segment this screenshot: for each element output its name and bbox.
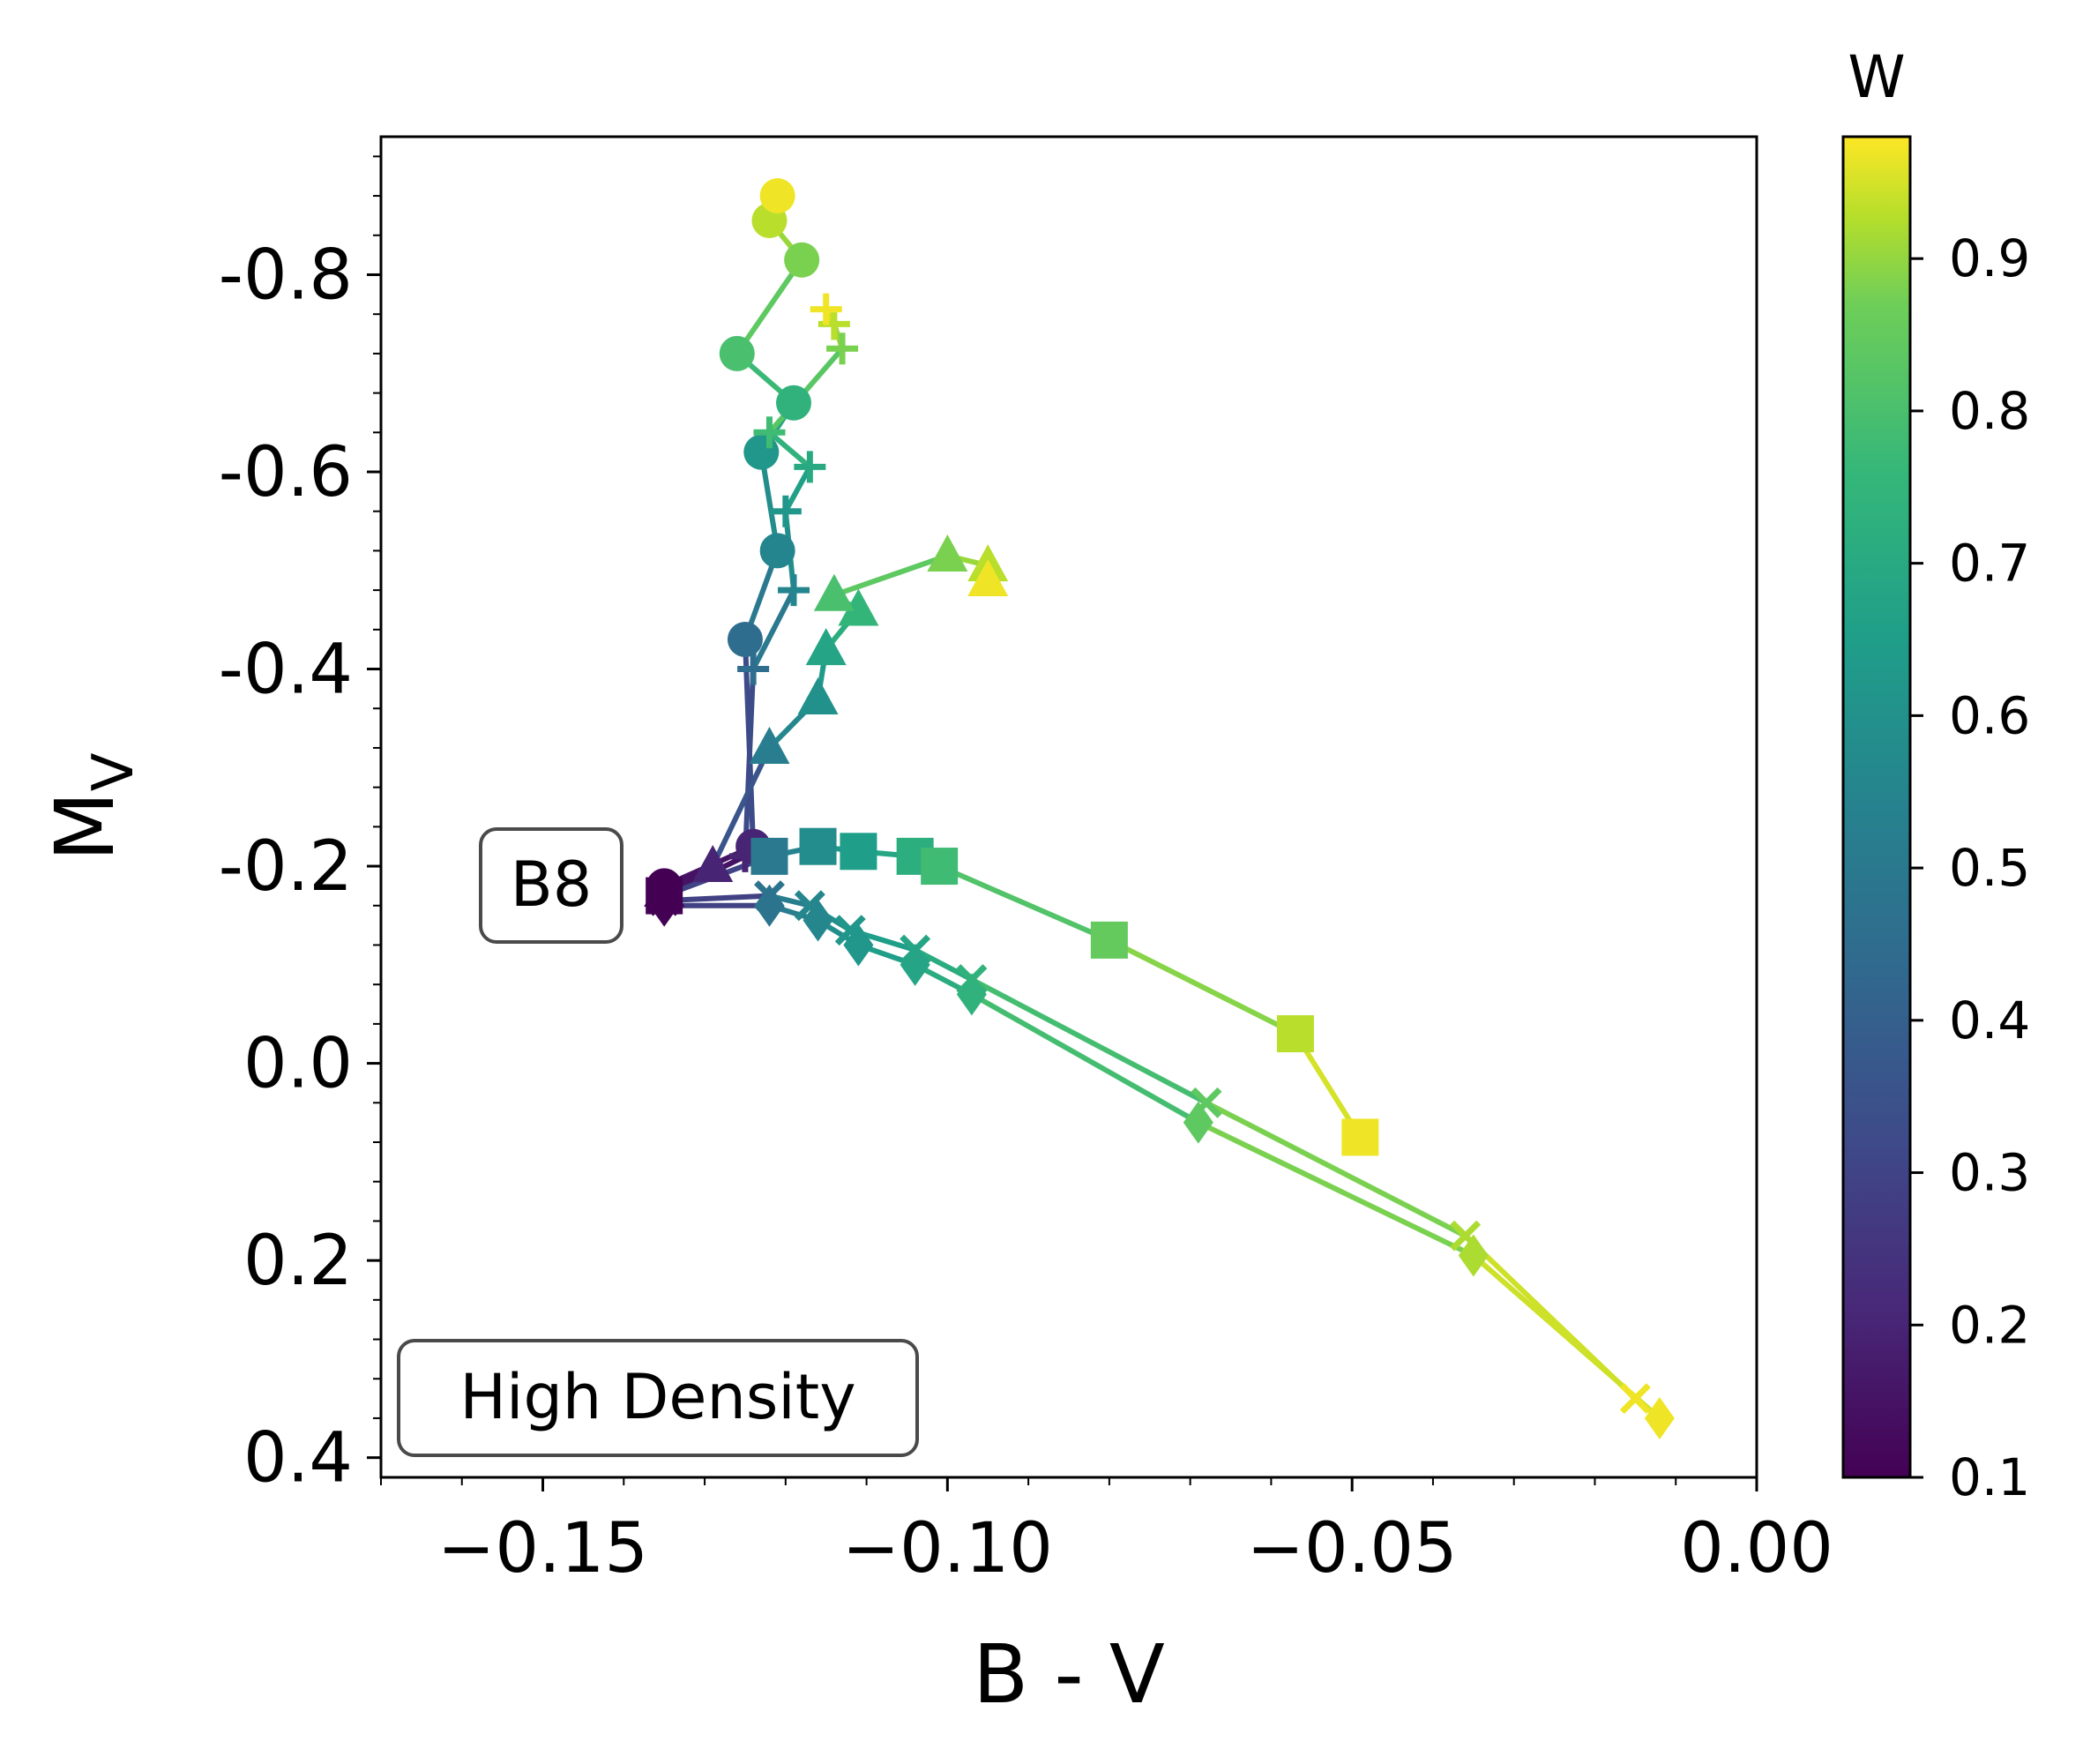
data-point-triangle xyxy=(797,677,839,715)
data-point-circle xyxy=(719,335,755,371)
y-tick-label: -0.2 xyxy=(219,827,353,907)
data-point-circle xyxy=(743,434,780,470)
data-point-circle xyxy=(784,242,820,278)
series-line-segment xyxy=(912,947,974,983)
y-tick-label: -0.6 xyxy=(219,433,353,512)
svg-text:MV: MV xyxy=(38,752,146,861)
data-point-plus xyxy=(810,293,842,325)
data-point-diamond xyxy=(754,884,785,927)
data-point-circle xyxy=(776,385,811,421)
data-point-plus xyxy=(778,574,810,607)
data-point-square xyxy=(1090,921,1128,959)
annotation-high-density-text: High Density xyxy=(459,1361,855,1433)
colorbar-tick-label: 0.4 xyxy=(1949,990,2030,1050)
data-point-plus xyxy=(826,333,859,365)
colorbar-tick-label: 0.8 xyxy=(1949,381,2030,441)
y-tick-label: -0.4 xyxy=(219,631,353,710)
data-point-triangle xyxy=(927,534,968,572)
series-line-segment xyxy=(968,991,1201,1125)
colorbar-tick-label: 0.5 xyxy=(1949,838,2030,898)
data-point-square xyxy=(799,827,837,865)
y-axis: -0.8 -0.6 -0.4 -0.2 0.0 0.2 0.4 xyxy=(219,155,381,1499)
x-tick-label: 0.00 xyxy=(1680,1509,1833,1588)
data-point-square xyxy=(750,837,788,875)
y-axis-title-sub: V xyxy=(81,752,146,791)
series-line-segment xyxy=(750,587,796,672)
series-line-segment xyxy=(1204,1100,1468,1239)
x-tick-label: −0.05 xyxy=(1247,1509,1458,1588)
series-line-segment xyxy=(734,257,805,356)
data-point-circle xyxy=(759,178,795,214)
data-point-triangle xyxy=(805,628,847,666)
data-point-triangle xyxy=(749,726,790,764)
colorbar-tick-label: 0.7 xyxy=(1949,534,2030,594)
data-point-diamond xyxy=(843,923,874,967)
annotation-b8-text: B8 xyxy=(511,848,593,921)
colorbar-tick-label: 0.9 xyxy=(1949,228,2030,288)
data-point-diamond xyxy=(1458,1234,1489,1277)
data-point-circle xyxy=(727,622,763,657)
data-point-triangle xyxy=(838,588,879,626)
plot-area xyxy=(379,135,1758,1479)
data-point-triangle xyxy=(692,845,734,883)
data-point-diamond xyxy=(803,899,833,942)
x-axis-title: B - V xyxy=(973,1627,1165,1722)
series-line-segment xyxy=(766,430,813,470)
y-tick-label: 0.4 xyxy=(243,1419,353,1499)
colorbar-tick-label: 0.3 xyxy=(1949,1143,2030,1203)
series-line-segment xyxy=(1195,1119,1476,1259)
data-point-x xyxy=(1619,1383,1651,1415)
x-axis: −0.15 −0.10 −0.05 0.00 xyxy=(380,1477,1833,1588)
data-point-diamond xyxy=(1183,1101,1213,1144)
colorbar-tick-label: 0.1 xyxy=(1949,1447,2030,1507)
colorbar-ticks: 0.1 0.2 0.3 0.4 0.5 0.6 0.7 0.8 0.9 xyxy=(1910,228,2030,1507)
data-point-triangle xyxy=(813,573,855,611)
series-line-segment xyxy=(710,744,773,870)
annotation-b8: B8 xyxy=(479,827,623,944)
y-axis-title: MV xyxy=(38,752,146,861)
y-tick-label: -0.8 xyxy=(219,235,353,315)
data-point-diamond xyxy=(956,973,987,1016)
series-markers xyxy=(644,178,1675,1439)
x-tick-label: −0.10 xyxy=(842,1509,1053,1588)
series-line-segment xyxy=(968,976,1209,1106)
data-point-plus xyxy=(737,653,770,685)
colorbar-tick-label: 0.2 xyxy=(1949,1295,2030,1355)
series-line-segment xyxy=(1106,937,1298,1037)
data-point-diamond xyxy=(900,943,930,986)
data-point-diamond xyxy=(649,884,680,927)
series-line-segment xyxy=(937,863,1112,943)
data-point-plus xyxy=(769,495,802,527)
colorbar: 0.1 0.2 0.3 0.4 0.5 0.6 0.7 0.8 0.9 W xyxy=(1841,43,2030,1507)
colorbar-title: W xyxy=(1848,43,1905,111)
annotation-high-density: High Density xyxy=(397,1339,919,1457)
data-point-diamond xyxy=(1644,1396,1675,1439)
y-tick-label: 0.2 xyxy=(243,1222,353,1301)
data-point-square xyxy=(1276,1015,1314,1053)
x-tick-label: −0.15 xyxy=(437,1509,648,1588)
colorbar-tick-label: 0.6 xyxy=(1949,685,2030,745)
y-tick-label: 0.0 xyxy=(243,1025,353,1104)
data-point-circle xyxy=(759,533,795,569)
series-line-segment xyxy=(742,666,757,859)
data-point-square xyxy=(921,848,959,886)
data-point-triangle xyxy=(967,558,1009,596)
data-point-plus xyxy=(794,451,826,483)
data-point-square xyxy=(1341,1118,1379,1156)
series-line-segment xyxy=(831,553,951,598)
series-line-segment xyxy=(782,464,813,514)
data-point-square xyxy=(840,833,877,871)
colorbar-gradient xyxy=(1841,135,1912,1479)
data-point-plus xyxy=(753,416,786,449)
y-axis-title-main: M xyxy=(38,791,132,861)
